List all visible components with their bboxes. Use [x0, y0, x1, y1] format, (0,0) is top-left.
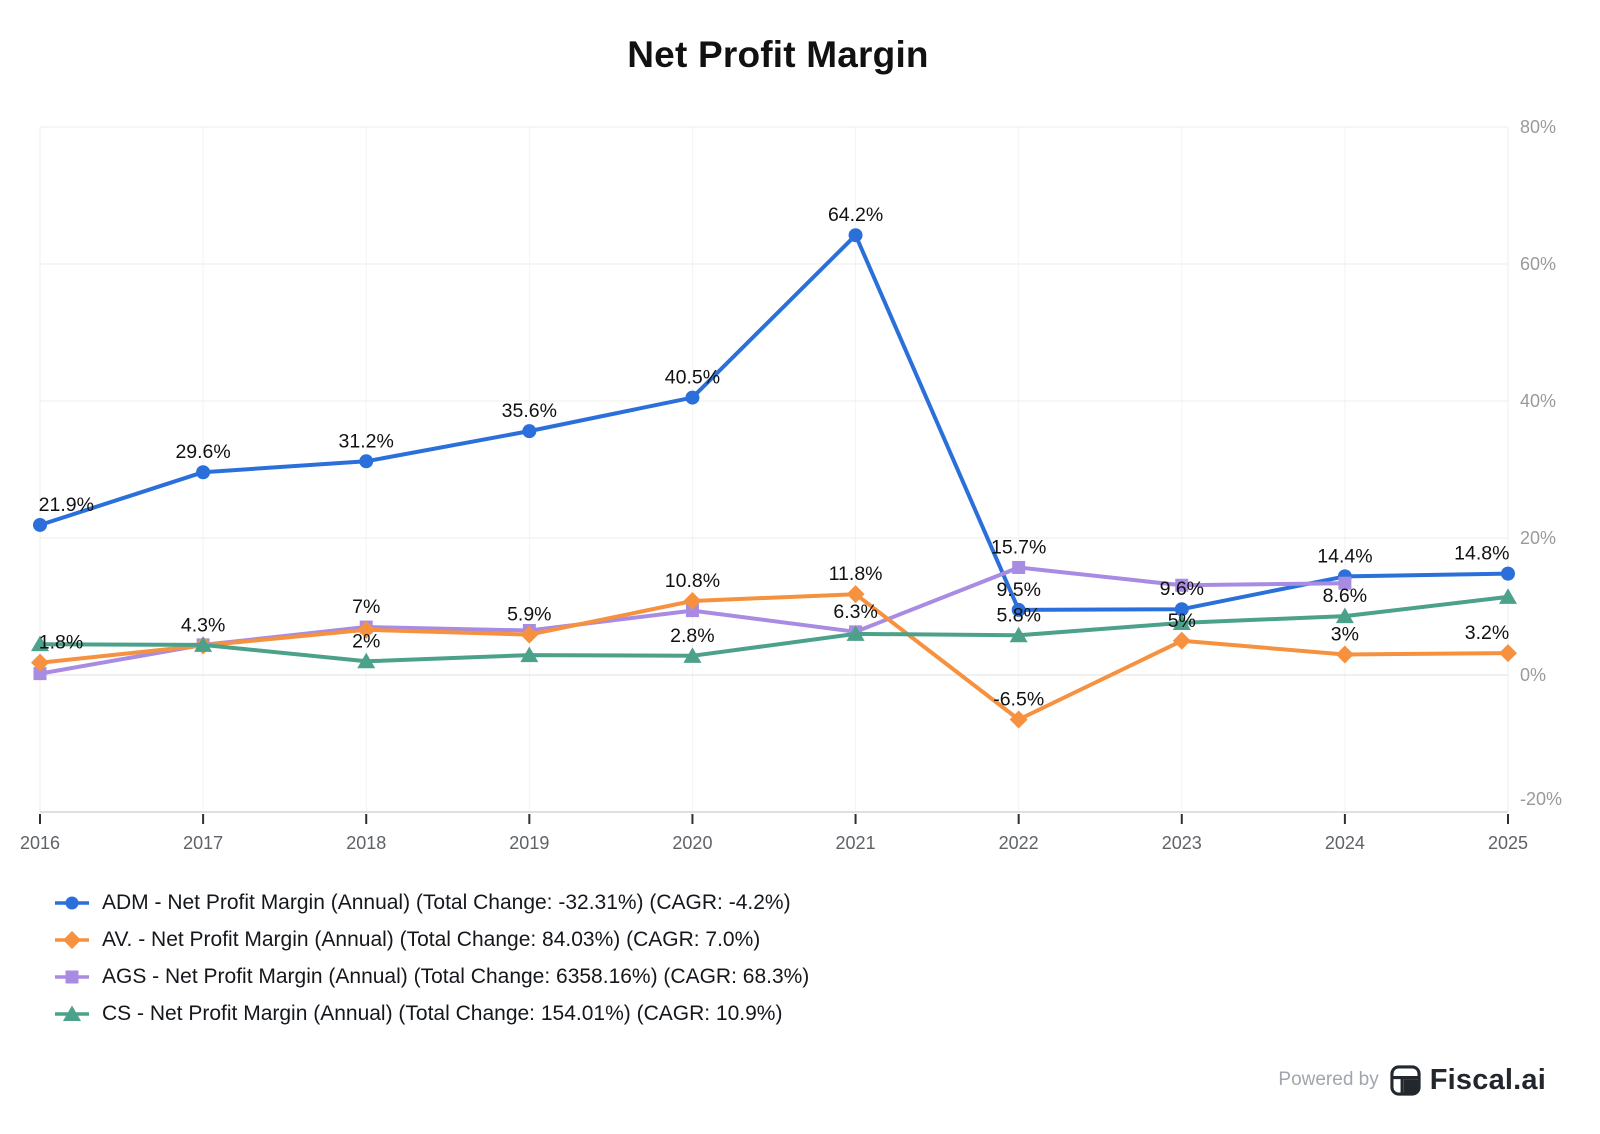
data-label: 4.3%: [181, 615, 225, 637]
series-adm-line[interactable]: [33, 228, 1515, 617]
legend-item-cs[interactable]: CS - Net Profit Margin (Annual) (Total C…: [54, 995, 809, 1032]
data-label: 10.8%: [665, 570, 720, 592]
y-tick-label: 60%: [1520, 254, 1556, 274]
data-label: 9.6%: [1160, 578, 1204, 600]
data-label: 6.3%: [833, 601, 877, 623]
data-label: 40.5%: [665, 367, 720, 389]
legend-marker-triangle-icon: [55, 1005, 89, 1021]
data-label: 5.9%: [507, 604, 551, 626]
line-chart: 2016 2017 2018 2019 2020 2021 2022 2023 2024 2025…: [20, 117, 1562, 853]
data-label: 14.8%: [1454, 543, 1509, 565]
data-label: 3%: [1331, 624, 1359, 646]
data-label: 21.9%: [39, 494, 94, 516]
brand-link[interactable]: Fiscal.ai: [1390, 1064, 1546, 1097]
x-tick-label: 2025: [1488, 833, 1528, 853]
x-tick-label: 2017: [183, 833, 223, 853]
x-tick-label: 2022: [999, 833, 1039, 853]
x-tick-label: 2018: [346, 833, 386, 853]
legend-label: AV. - Net Profit Margin (Annual) (Total …: [102, 927, 761, 951]
y-tick-label: 20%: [1520, 528, 1556, 548]
legend: ADM - Net Profit Margin (Annual) (Total …: [54, 884, 809, 1032]
legend-item-adm[interactable]: ADM - Net Profit Margin (Annual) (Total …: [54, 884, 809, 921]
legend-label: ADM - Net Profit Margin (Annual) (Total …: [102, 890, 791, 914]
data-label: 29.6%: [175, 441, 230, 463]
data-label: 35.6%: [502, 400, 557, 422]
data-label: 64.2%: [828, 204, 883, 226]
y-tick-label: -20%: [1520, 789, 1562, 809]
powered-by-label: Powered by: [1278, 1069, 1379, 1090]
data-label: -6.5%: [993, 689, 1044, 711]
y-tick-label: 0%: [1520, 665, 1546, 685]
legend-marker-circle-icon: [55, 896, 89, 909]
series-cs-line[interactable]: [31, 588, 1517, 669]
y-tick-label: 40%: [1520, 391, 1556, 411]
data-label: 5.8%: [996, 604, 1040, 626]
legend-label: CS - Net Profit Margin (Annual) (Total C…: [102, 1001, 783, 1025]
data-label: 3.2%: [1465, 622, 1509, 644]
y-tick-label: 80%: [1520, 117, 1556, 137]
x-tick-label: 2023: [1162, 833, 1202, 853]
data-label: 14.4%: [1317, 545, 1372, 567]
x-tick-label: 2021: [836, 833, 876, 853]
x-tick-label: 2024: [1325, 833, 1365, 853]
data-label: 2.8%: [670, 625, 714, 647]
legend-marker-diamond-icon: [55, 930, 89, 949]
legend-item-ags[interactable]: AGS - Net Profit Margin (Annual) (Total …: [54, 958, 809, 995]
data-label: 31.2%: [339, 430, 394, 452]
legend-marker-square-icon: [55, 970, 89, 983]
data-label: 8.6%: [1323, 585, 1367, 607]
data-label: 11.8%: [829, 563, 883, 585]
chart-canvas: 2016 2017 2018 2019 2020 2021 2022 2023 2024 2025…: [20, 117, 1562, 853]
x-tick-label: 2020: [672, 833, 712, 853]
x-tick-label: 2019: [509, 833, 549, 853]
x-tick-label: 2016: [20, 833, 60, 853]
brand-wordmark: Fiscal.ai: [1429, 1063, 1546, 1096]
data-label: 7%: [352, 596, 380, 618]
footer-branding: Powered by Fiscal.ai: [1278, 1058, 1546, 1102]
data-label: 5%: [1168, 610, 1196, 632]
chart-title: Net Profit Margin: [627, 34, 929, 75]
fiscal-logo-icon: [1390, 1064, 1421, 1096]
data-label: 1.8%: [39, 632, 83, 654]
legend-item-av[interactable]: AV. - Net Profit Margin (Annual) (Total …: [54, 921, 809, 958]
series-av-line[interactable]: [31, 585, 1517, 729]
data-label: 2%: [352, 630, 380, 652]
data-label: 9.5%: [996, 579, 1040, 601]
data-label: 15.7%: [991, 537, 1046, 559]
legend-label: AGS - Net Profit Margin (Annual) (Total …: [102, 964, 810, 988]
